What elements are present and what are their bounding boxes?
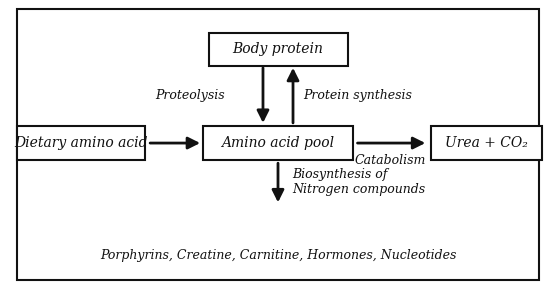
Text: Urea + CO₂: Urea + CO₂ — [445, 136, 528, 150]
Text: Proteolysis: Proteolysis — [156, 89, 225, 102]
Text: Biosynthesis of
Nitrogen compounds: Biosynthesis of Nitrogen compounds — [292, 168, 425, 196]
Text: Porphyrins, Creatine, Carnitine, Hormones, Nucleotides: Porphyrins, Creatine, Carnitine, Hormone… — [100, 249, 456, 262]
FancyBboxPatch shape — [208, 32, 348, 66]
Text: Catabolism: Catabolism — [355, 154, 426, 167]
FancyBboxPatch shape — [17, 127, 145, 160]
Text: Dietary amino acid: Dietary amino acid — [14, 136, 147, 150]
FancyBboxPatch shape — [17, 9, 539, 280]
FancyBboxPatch shape — [203, 127, 353, 160]
Text: Body protein: Body protein — [232, 42, 324, 56]
Text: Amino acid pool: Amino acid pool — [221, 136, 335, 150]
FancyBboxPatch shape — [431, 127, 542, 160]
Text: Protein synthesis: Protein synthesis — [303, 89, 412, 102]
